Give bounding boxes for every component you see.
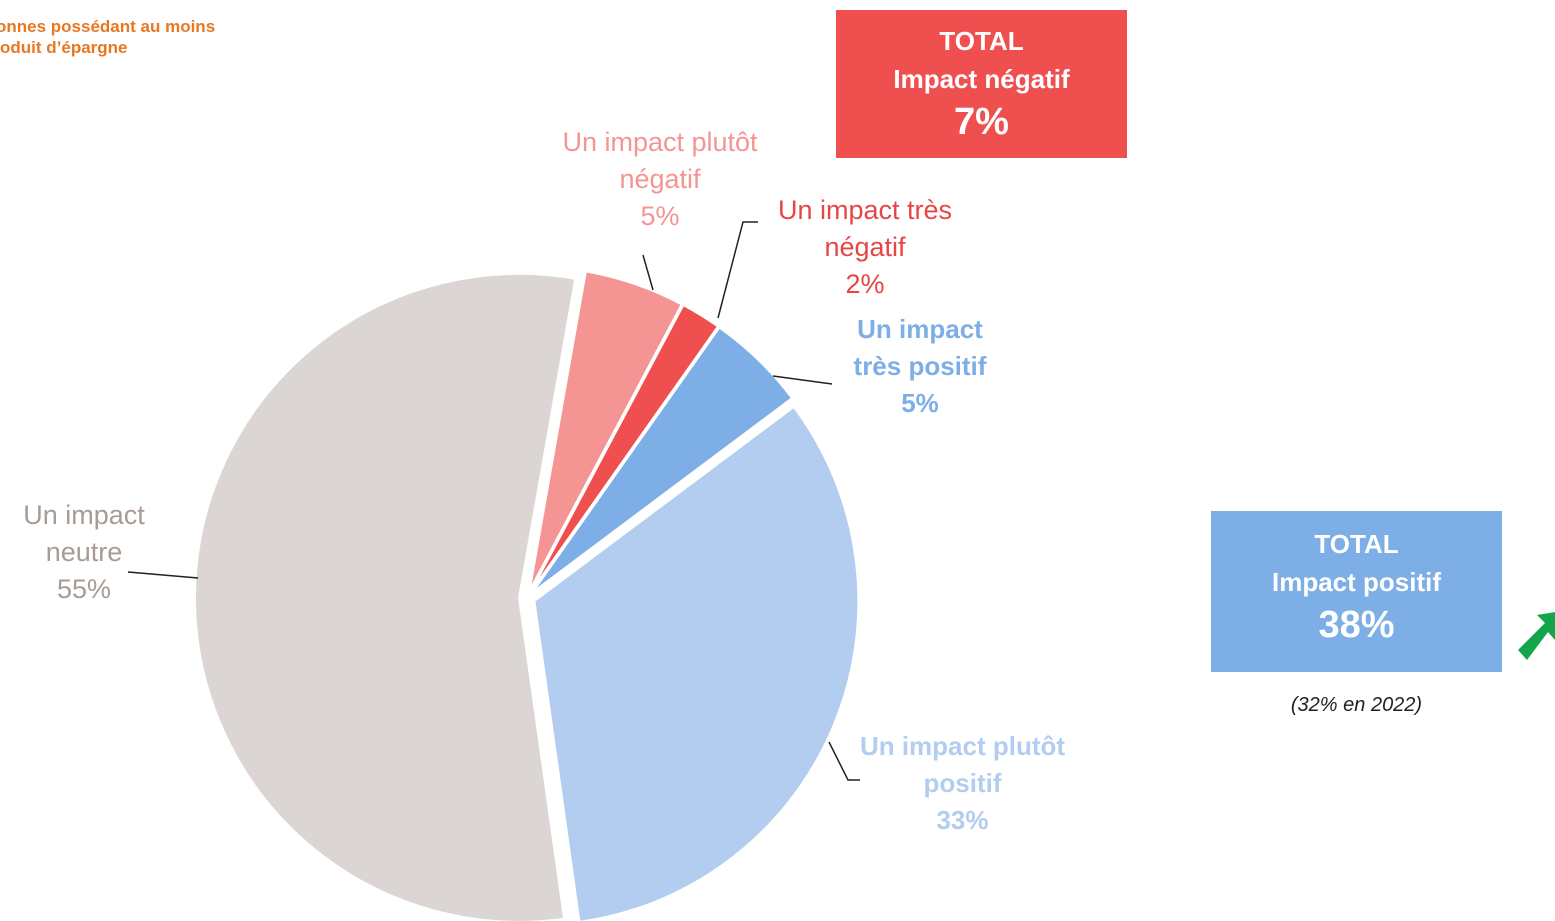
total-box: TOTAL Impact positif 38% [1211, 511, 1502, 672]
title-line: oduit d’épargne [0, 38, 128, 57]
slice-label: Un impact neutre 55% [0, 497, 168, 608]
chart-title: onnes possédant au moins oduit d’épargne [0, 16, 215, 58]
leader-line [642, 254, 654, 291]
slice-category: Un impact plutôt positif [859, 731, 1066, 798]
slice-category: Un impact neutre [23, 500, 145, 567]
pie-slice [194, 272, 577, 921]
slice-category: Un impact très positif [853, 314, 987, 381]
total-value: 38% [1318, 604, 1395, 646]
leader-line [717, 221, 758, 319]
total-label: Impact négatif [893, 64, 1070, 94]
slice-value: 5% [640, 201, 680, 231]
slice-category: Un impact plutôt négatif [562, 127, 758, 194]
trend-arrow [1518, 612, 1555, 660]
slice-value: 55% [56, 574, 112, 604]
slice-label: Un impact très négatif 2% [745, 192, 985, 303]
note: (32% en 2022) [1290, 694, 1423, 716]
slice-label: Un impact très positif 5% [830, 311, 1010, 422]
pie-slice [531, 326, 794, 594]
slice-value: 2% [845, 269, 885, 299]
total-label: Impact positif [1271, 567, 1441, 597]
leader-line [772, 375, 833, 385]
total-title: TOTAL [939, 26, 1024, 56]
slice-label: Un impact plutôt positif 33% [855, 728, 1070, 839]
pie-slice [533, 405, 860, 921]
total-value: 7% [954, 101, 1009, 143]
total-title: TOTAL [1314, 529, 1399, 559]
pie-slice [530, 303, 720, 592]
total-box: TOTAL Impact négatif 7% [836, 10, 1127, 158]
pie-slice [528, 270, 684, 591]
slice-value: 5% [901, 388, 939, 418]
slice-value: 33% [936, 805, 989, 835]
title-line: onnes possédant au moins [0, 17, 216, 36]
leader-lines [127, 221, 860, 781]
leader-line [127, 571, 199, 579]
leader-line [828, 741, 860, 781]
pie [194, 270, 860, 921]
slice-label: Un impact plutôt négatif 5% [530, 124, 790, 235]
slice-category: Un impact très négatif [777, 195, 953, 262]
